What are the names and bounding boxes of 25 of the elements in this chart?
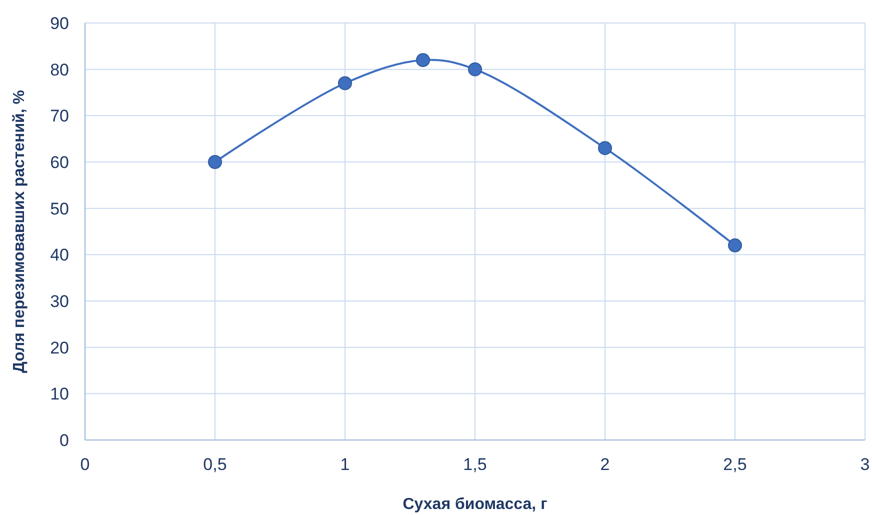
- x-tick-label: 0,5: [203, 455, 227, 474]
- y-tick-label: 0: [60, 430, 69, 450]
- y-tick-label: 90: [50, 14, 69, 33]
- y-tick-label: 40: [50, 246, 69, 265]
- y-tick-label: 60: [50, 152, 69, 172]
- point: [416, 53, 430, 68]
- point: [468, 62, 482, 76]
- x-tick-label: 2: [600, 455, 610, 474]
- x-tick-label: 3: [860, 455, 870, 474]
- point: [338, 76, 352, 90]
- x-tick-label: 1: [340, 455, 350, 474]
- y-tick-label: 20: [50, 338, 69, 358]
- x-tick-label: 1,5: [463, 455, 487, 474]
- x-tick-label: 0: [80, 455, 90, 474]
- y-tick-label: 10: [50, 384, 69, 404]
- point: [208, 155, 222, 169]
- y-tick-label: 50: [50, 199, 69, 218]
- point: [598, 141, 612, 156]
- x-axis-title: Сухая биомасса, г: [402, 496, 548, 513]
- x-tick-label: 2,5: [723, 455, 747, 474]
- point: [728, 238, 742, 252]
- y-tick-label: 70: [50, 106, 69, 126]
- y-tick-label: 80: [50, 60, 69, 80]
- y-axis-title: Доля перезимовавших растений, %: [11, 90, 28, 373]
- y-tick-label: 30: [50, 292, 69, 311]
